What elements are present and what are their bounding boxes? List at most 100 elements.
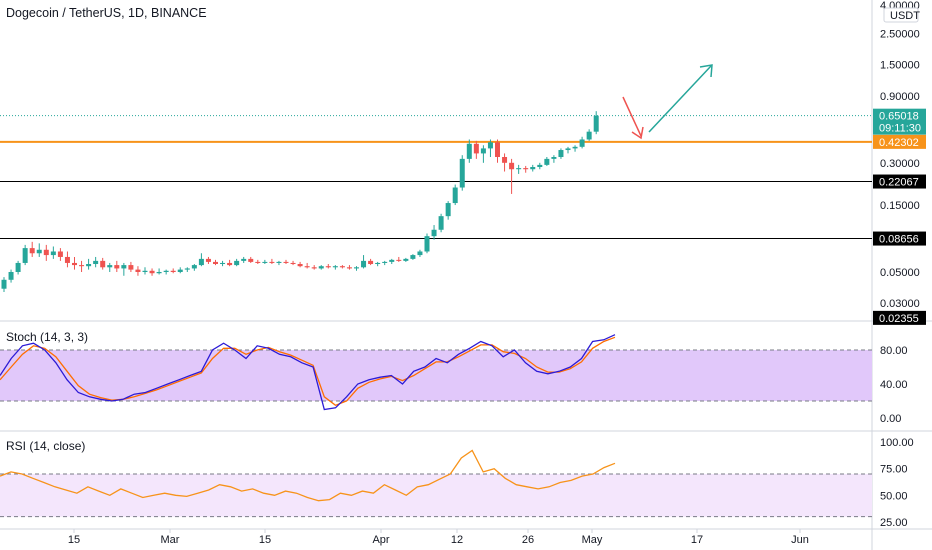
rsi-label[interactable]: RSI (14, close) — [6, 439, 86, 453]
rsi-line — [0, 449, 616, 502]
stoch-band — [0, 350, 872, 401]
candle-body — [170, 270, 176, 272]
candle-body — [220, 262, 226, 265]
red-arrow-head[interactable] — [631, 126, 644, 140]
candle-body — [565, 148, 571, 151]
time-label[interactable]: 15 — [259, 534, 271, 546]
candle-body — [149, 270, 155, 274]
red-arrow-down[interactable] — [622, 96, 642, 137]
candle-body — [544, 158, 550, 165]
candle-body — [163, 270, 169, 272]
rsi-tick-label: 25.00 — [880, 517, 908, 529]
price-tick-label: 0.90000 — [880, 91, 920, 103]
green-arrow-up[interactable] — [648, 65, 712, 133]
candle-body — [339, 266, 345, 268]
price-badge-black — [873, 310, 926, 325]
candle-body — [15, 262, 21, 272]
candle-body — [361, 260, 367, 268]
rsi-tick-label: 100.00 — [880, 437, 914, 449]
time-label[interactable]: 12 — [451, 534, 463, 546]
candle-body — [283, 261, 289, 263]
price-tick-label: 2.50000 — [880, 29, 920, 41]
candle-body — [586, 131, 592, 140]
candle-body — [572, 146, 578, 149]
candle-body — [354, 267, 359, 269]
time-axis[interactable]: 15 Mar 15 Apr 12 26 May 17 Jun — [68, 529, 809, 546]
candle-body — [191, 265, 197, 269]
candle-body — [480, 148, 486, 154]
time-label[interactable]: 17 — [691, 534, 703, 546]
candle-body — [516, 168, 522, 170]
candle-body — [537, 164, 543, 168]
candle-body — [403, 258, 409, 261]
candle-body — [262, 261, 268, 263]
candle-body — [304, 266, 310, 268]
candle-body — [22, 248, 28, 263]
time-label[interactable]: Mar — [161, 534, 180, 546]
candle-body — [551, 157, 557, 159]
support-lines[interactable] — [0, 140, 872, 240]
candle-body — [311, 267, 317, 269]
candle-body — [227, 262, 233, 266]
price-badge-text: 0.02355 — [879, 313, 919, 325]
stochastic-pane: 80.00 40.00 0.00 — [0, 334, 908, 425]
candle-body — [417, 251, 423, 256]
stoch-label[interactable]: Stoch (14, 3, 3) — [6, 330, 89, 344]
stoch-d-line — [0, 336, 616, 407]
candle-body — [213, 261, 218, 265]
price-tick-label: 0.30000 — [880, 158, 920, 170]
time-label[interactable]: 15 — [68, 534, 80, 546]
candle-body — [593, 115, 599, 132]
candle-body — [459, 158, 465, 188]
candle-body — [43, 249, 49, 256]
candle-body — [438, 216, 444, 230]
candle-body — [530, 167, 536, 170]
candle-body — [50, 251, 56, 256]
price-badge-black — [873, 231, 926, 246]
candle-body — [579, 139, 585, 147]
time-label[interactable]: Apr — [372, 534, 389, 546]
candle-body — [177, 269, 183, 272]
candlestick-series — [1, 111, 599, 293]
candle-body — [487, 142, 493, 149]
price-tick-label: 1.50000 — [880, 60, 920, 72]
green-arrow-head[interactable] — [699, 64, 713, 78]
price-badge-last — [873, 108, 926, 135]
candle-body — [234, 260, 240, 266]
stoch-tick-label: 0.00 — [880, 413, 901, 425]
price-badge-text: 0.08656 — [879, 234, 919, 246]
candle-body — [29, 248, 35, 254]
price-badge-countdown: 09:11:30 — [879, 123, 921, 135]
candle-body — [255, 261, 261, 263]
rsi-tick-label: 75.00 — [880, 464, 908, 476]
time-label[interactable]: 26 — [522, 534, 534, 546]
price-badge-text: 0.65018 — [879, 111, 919, 123]
candle-body — [389, 259, 395, 262]
candle-body — [184, 268, 190, 270]
candle-body — [466, 143, 472, 159]
candle-body — [290, 262, 296, 265]
time-label[interactable]: May — [582, 534, 603, 546]
candle-body — [72, 262, 77, 266]
candle-body — [100, 260, 106, 268]
candle-body — [495, 142, 500, 158]
candle-body — [276, 261, 282, 263]
candle-body — [445, 203, 451, 217]
candle-body — [318, 266, 324, 269]
candle-body — [297, 264, 303, 267]
time-label[interactable]: Jun — [791, 534, 809, 546]
currency-box[interactable] — [883, 7, 919, 23]
currency-label[interactable]: USDT — [890, 10, 920, 22]
candle-body — [452, 187, 458, 204]
annotation-arrows[interactable] — [622, 64, 713, 140]
candle-body — [8, 271, 14, 280]
price-tick-label: 4.00000 — [880, 0, 920, 12]
candle-body — [241, 258, 247, 261]
price-badge-text: 0.42302 — [879, 137, 919, 149]
candle-body — [1, 279, 7, 289]
candle-body — [431, 229, 437, 237]
price-axis[interactable]: 4.00000 2.50000 1.50000 0.90000 0.30000 0.150… — [873, 0, 926, 325]
price-tick-label: 0.05000 — [880, 267, 920, 279]
candle-body — [142, 270, 148, 272]
